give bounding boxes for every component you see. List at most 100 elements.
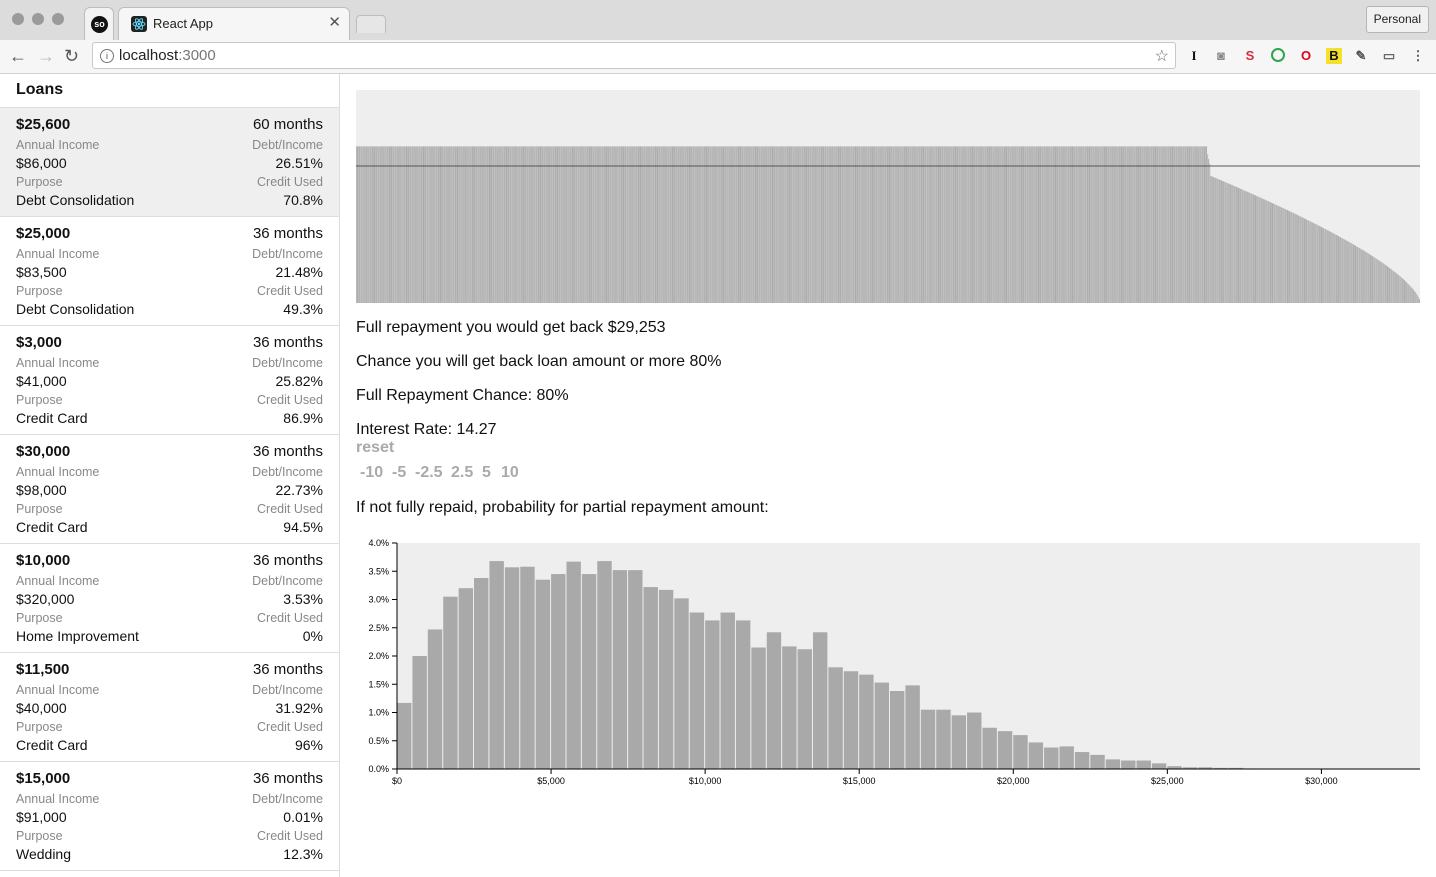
ext-green-icon[interactable] [1270, 48, 1286, 64]
outcome-bar [1069, 146, 1071, 303]
outcome-bar [636, 146, 638, 303]
address-bar[interactable]: i localhost:3000 ☆ [92, 42, 1176, 69]
info-icon[interactable]: i [100, 49, 114, 63]
loan-card[interactable]: $15,000 36 months Annual Income Debt/Income… [0, 762, 339, 871]
outcome-bar [648, 146, 650, 303]
outcome-bar [1175, 146, 1177, 303]
outcome-bar [876, 146, 878, 303]
outcome-bar [1307, 219, 1309, 303]
rate-adjust-plus-10[interactable]: 10 [501, 464, 519, 481]
outcome-bar [430, 146, 432, 303]
outcome-bar [1165, 146, 1167, 303]
ext-opera-icon[interactable]: O [1300, 48, 1312, 63]
outcome-bar [583, 146, 585, 303]
forward-arrow-icon[interactable]: → [37, 46, 55, 66]
outcome-bar [807, 146, 809, 303]
new-tab-button[interactable] [356, 15, 386, 33]
outcome-bar [938, 146, 939, 303]
outcome-bar [1373, 256, 1375, 303]
outcome-bar [616, 146, 618, 303]
outcome-bar [546, 146, 548, 303]
outcome-bar [875, 146, 877, 303]
histogram-bar [1167, 766, 1182, 769]
outcome-bar [1408, 284, 1410, 303]
bookmark-star-icon[interactable]: ☆ [1154, 48, 1169, 65]
histogram-bar [520, 566, 535, 769]
menu-dots-icon[interactable]: ⋮ [1411, 48, 1425, 63]
outcome-bar [912, 146, 914, 303]
outcome-bar [929, 146, 931, 303]
outcome-bar [1349, 242, 1351, 303]
outcome-bar [1075, 146, 1077, 303]
outcome-bar [835, 146, 837, 303]
outcome-bar [1163, 146, 1165, 303]
tab-pinned-so[interactable]: so [84, 7, 114, 40]
loan-card[interactable]: $25,000 36 months Annual Income Debt/Income… [0, 217, 339, 326]
outcome-bar [877, 146, 879, 303]
debt-income-value: 31.92% [275, 700, 323, 716]
outcome-bar [532, 146, 534, 303]
outcome-bar [733, 146, 735, 303]
outcome-bar [713, 146, 715, 303]
outcome-bar [642, 146, 644, 303]
outcome-bar [837, 146, 839, 303]
outcome-bar [985, 146, 987, 303]
maximize-window-button[interactable] [52, 13, 64, 25]
loan-card[interactable]: $11,500 36 months Annual Income Debt/Income… [0, 653, 339, 762]
outcome-bar [1260, 197, 1262, 303]
minimize-window-button[interactable] [32, 13, 44, 25]
ext-instapaper-icon[interactable]: I [1191, 48, 1197, 63]
rate-adjust-minus-5[interactable]: -5 [392, 464, 407, 481]
ext-camera-icon[interactable]: ◙ [1217, 48, 1225, 63]
histogram-bar [397, 702, 412, 769]
profile-button[interactable]: Personal [1365, 6, 1429, 33]
outcome-bar [1311, 222, 1313, 303]
debt-income-label: Debt/Income [252, 465, 323, 479]
outcome-bar [1354, 245, 1355, 303]
outcome-bar [1080, 146, 1082, 303]
outcome-bar [1006, 146, 1007, 303]
outcome-bar [492, 146, 494, 303]
outcome-bar [357, 146, 358, 303]
loan-amount: $10,000 [16, 552, 71, 569]
back-arrow-icon[interactable]: ← [9, 46, 27, 66]
ext-s-icon[interactable]: S [1245, 48, 1255, 63]
outcome-bar [627, 146, 629, 303]
outcome-bar [506, 146, 507, 303]
outcome-bar [819, 146, 821, 303]
outcome-bar [376, 146, 378, 303]
outcome-bar [1397, 274, 1399, 303]
outcome-bar [1296, 214, 1298, 303]
close-window-button[interactable] [12, 13, 24, 25]
outcome-bar [432, 146, 434, 303]
cast-icon[interactable]: ▭ [1382, 48, 1396, 63]
debt-income-value: 26.51% [275, 155, 323, 171]
outcome-bar [1198, 146, 1200, 303]
outcome-bar [700, 146, 702, 303]
outcome-bar [1333, 233, 1335, 303]
outcome-bar [508, 146, 510, 303]
loan-card[interactable]: $3,000 36 months Annual Income Debt/Income $… [0, 326, 339, 435]
outcome-bar [1392, 270, 1394, 303]
rate-adjust-minus-2-5[interactable]: -2.5 [415, 464, 443, 481]
rate-adjust-minus-10[interactable]: -10 [360, 464, 384, 481]
tab-react-app[interactable]: React App ✕ [118, 7, 350, 40]
loan-card[interactable]: $25,600 60 months Annual Income Debt/Income… [0, 108, 339, 217]
x-tick-label: $30,000 [1305, 776, 1338, 786]
ext-pin-icon[interactable]: ✎ [1355, 48, 1367, 63]
loan-card[interactable]: $30,000 36 months Annual Income Debt/Income… [0, 435, 339, 544]
outcome-bar [585, 146, 587, 303]
ext-b-icon[interactable]: B [1326, 48, 1342, 64]
outcome-bar [718, 146, 720, 303]
outcome-bar [363, 146, 365, 303]
rate-adjust-plus-5[interactable]: 5 [482, 464, 491, 481]
purpose-label: Purpose [16, 393, 63, 407]
loan-card[interactable]: $10,000 36 months Annual Income Debt/Income… [0, 544, 339, 653]
outcome-bar [507, 146, 508, 303]
reset-button[interactable]: reset [356, 439, 395, 456]
outcome-bar [374, 146, 375, 303]
reload-icon[interactable]: ↻ [64, 46, 80, 66]
close-tab-icon[interactable]: ✕ [328, 14, 341, 31]
rate-adjust-plus-2-5[interactable]: 2.5 [451, 464, 474, 481]
outcome-bar [582, 146, 584, 303]
